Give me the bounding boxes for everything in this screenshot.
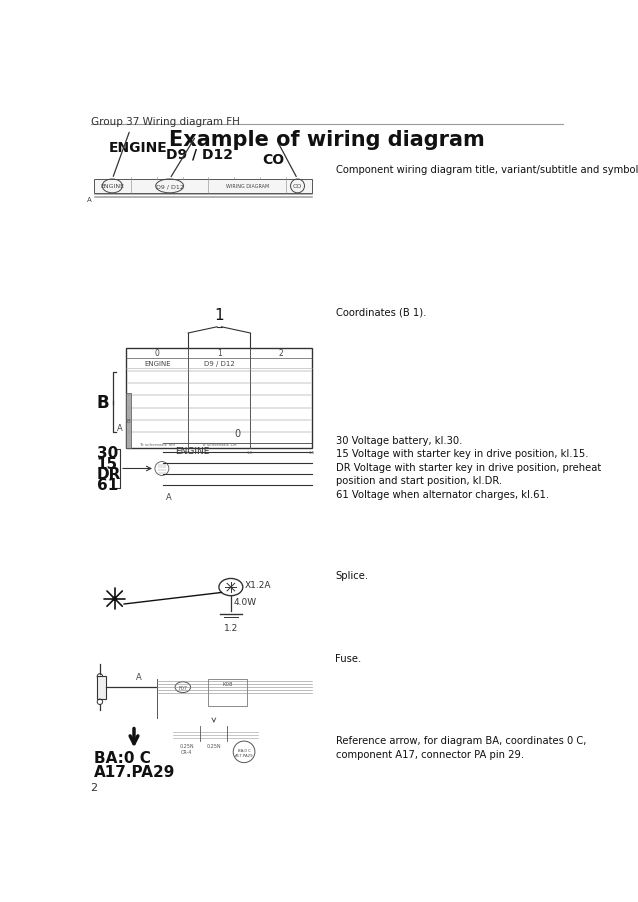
Text: To schematic SM: To schematic SM: [139, 443, 175, 446]
Text: 1: 1: [214, 308, 224, 323]
Circle shape: [112, 596, 117, 602]
Bar: [209, 680, 247, 706]
Text: ENGINE: ENGINE: [144, 361, 170, 366]
Text: Reference arrow, for diagram BA, coordinates 0 C,
component A17, connector PA pi: Reference arrow, for diagram BA, coordin…: [336, 735, 586, 759]
Text: K08: K08: [223, 681, 233, 686]
Text: ENGINE: ENGINE: [108, 142, 167, 155]
Text: Splice.: Splice.: [336, 570, 369, 581]
Text: F07: F07: [179, 685, 188, 690]
Text: WIRING DIAGRAM: WIRING DIAGRAM: [225, 184, 269, 189]
Text: B: B: [96, 394, 109, 412]
Text: D9 / D12: D9 / D12: [204, 361, 235, 366]
Bar: [94, 179, 312, 194]
Text: Coordinates (B 1).: Coordinates (B 1).: [336, 307, 426, 317]
Text: ENGINE: ENGINE: [100, 184, 124, 189]
Text: 1.5: 1.5: [309, 450, 315, 455]
Text: 0: 0: [235, 429, 241, 439]
Text: Component wiring diagram title, variant/subtitle and symbol.: Component wiring diagram title, variant/…: [336, 164, 638, 174]
Ellipse shape: [175, 682, 191, 693]
Text: 30: 30: [97, 446, 118, 460]
Text: BA:0 C: BA:0 C: [94, 750, 151, 766]
Bar: [97, 676, 106, 700]
Text: 2: 2: [279, 349, 284, 358]
Text: 1: 1: [217, 349, 221, 358]
Text: 4.0W: 4.0W: [234, 598, 257, 607]
Text: Example of wiring diagram: Example of wiring diagram: [169, 130, 485, 150]
Text: 61: 61: [97, 478, 118, 492]
Text: 30 Voltage battery, kl.30.
15 Voltage with starter key in drive position, kl.15.: 30 Voltage battery, kl.30. 15 Voltage wi…: [336, 435, 601, 500]
Text: Group 37 Wiring diagram FH: Group 37 Wiring diagram FH: [91, 116, 239, 126]
Text: A: A: [166, 492, 172, 502]
Bar: [126, 394, 131, 449]
Text: A: A: [136, 672, 142, 681]
Text: To schematic LM: To schematic LM: [202, 443, 237, 446]
Text: 0.25N: 0.25N: [207, 742, 221, 748]
Text: CO: CO: [262, 152, 285, 167]
Text: CO: CO: [293, 184, 302, 189]
Text: Fuse.: Fuse.: [336, 653, 362, 663]
Text: 0: 0: [155, 349, 160, 358]
Text: 0.25N: 0.25N: [179, 742, 194, 748]
Text: A: A: [117, 424, 122, 433]
Text: B: B: [127, 419, 130, 424]
Text: D9 / D12: D9 / D12: [167, 147, 234, 161]
Ellipse shape: [219, 579, 243, 596]
Bar: [126, 349, 312, 449]
Text: ENGINE: ENGINE: [175, 446, 209, 456]
Text: 1.0: 1.0: [247, 450, 253, 455]
Text: 15: 15: [97, 456, 118, 471]
Text: 0.5: 0.5: [185, 450, 191, 455]
Text: 1.2: 1.2: [224, 623, 238, 632]
Text: 2: 2: [91, 782, 98, 792]
Text: CR-4: CR-4: [181, 749, 193, 754]
Text: DR: DR: [97, 467, 121, 482]
Text: A: A: [87, 197, 92, 203]
Bar: [188, 349, 250, 449]
Text: BA:0 C: BA:0 C: [237, 749, 251, 752]
Text: X1.2A: X1.2A: [245, 581, 272, 590]
Text: A17.PA29: A17.PA29: [235, 753, 253, 757]
Text: D9 / D12: D9 / D12: [156, 184, 184, 189]
Text: A17.PA29: A17.PA29: [94, 764, 175, 779]
